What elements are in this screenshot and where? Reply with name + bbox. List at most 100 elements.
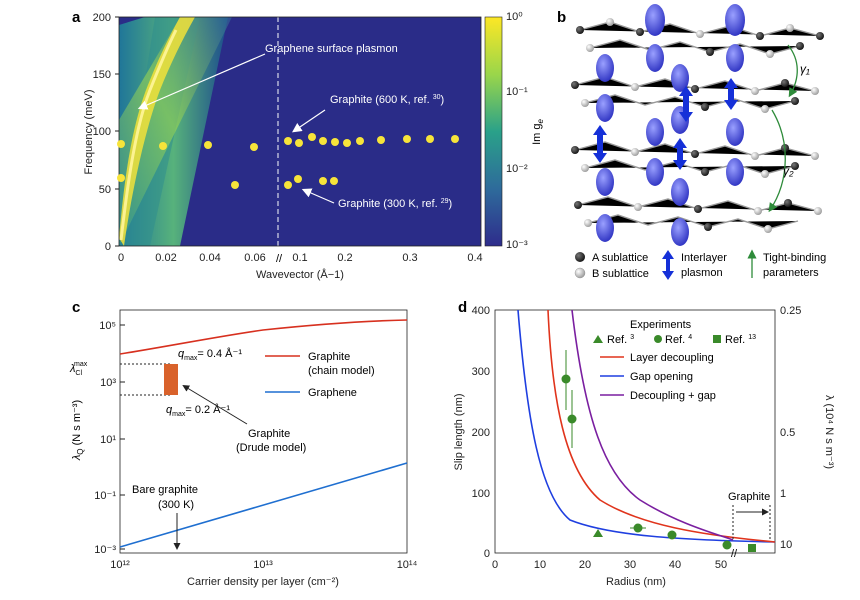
ytick: 10⁻¹	[94, 490, 116, 502]
panel-a-label: a	[72, 9, 81, 26]
arrow-graphite-300k	[301, 188, 335, 204]
panel-c-xlabel: Carrier density per layer (cm⁻²)	[187, 576, 339, 588]
axis-break-mark: //	[731, 548, 738, 560]
legend-ref13: Ref. 13	[725, 334, 756, 346]
legend-b-sublattice: B sublattice	[592, 268, 649, 280]
legend-ref4: Ref. 4	[665, 334, 692, 346]
panel-c-ylabel: λQ (N s m⁻³)	[71, 400, 85, 461]
panel-a-colorbar	[484, 16, 503, 247]
point-600k	[343, 139, 351, 147]
orbital-lobe	[645, 4, 665, 36]
orbital-lobe	[646, 158, 664, 186]
ytick: 200	[93, 12, 111, 24]
xtick: 50	[715, 559, 727, 571]
layer-decoupling-curve	[547, 309, 776, 543]
graphite-lattice-bonds	[574, 21, 821, 230]
colorbar-label: Im ge	[531, 119, 545, 145]
experiments-title: Experiments	[630, 319, 692, 331]
xtick: 0.2	[337, 252, 352, 264]
xtick: 0.02	[155, 252, 176, 264]
xtick: 40	[669, 559, 681, 571]
xtick: 0.06	[244, 252, 265, 264]
ytick: 10⁻³	[94, 544, 116, 556]
orbital-lobe	[671, 178, 689, 206]
panel-d: d 400 300 200 100 0 Slip length (nm) 0 1…	[453, 299, 835, 588]
colorbar-tick: 10⁻²	[506, 163, 528, 175]
point-600k	[284, 137, 292, 145]
bare-graphite-2: (300 K)	[158, 499, 194, 511]
graphite-chain-curve	[119, 319, 408, 355]
qmax-high-label: qmax= 0.4 Å⁻¹	[178, 347, 242, 362]
point-600k	[319, 137, 327, 145]
xtick: 0	[492, 559, 498, 571]
xtick: 10¹²	[110, 559, 130, 571]
drude-bar	[164, 364, 178, 395]
panel-a-plasmon-band	[119, 17, 195, 246]
gap-opening-curve	[517, 309, 776, 543]
pz-orbitals	[596, 4, 745, 246]
orbital-lobe	[726, 158, 744, 186]
panel-d-xlabel: Radius (nm)	[606, 576, 666, 588]
ref4-point	[561, 374, 571, 384]
xtick: 10¹⁴	[397, 559, 418, 571]
legend-layer: Layer decoupling	[630, 352, 714, 364]
orbital-lobe	[596, 54, 614, 82]
point-300k	[330, 177, 338, 185]
ytick: 10⁵	[99, 320, 116, 332]
point-600k	[159, 142, 167, 150]
ytick: 200	[472, 427, 490, 439]
legend-a-sublattice-marker	[575, 252, 585, 262]
orbital-lobe	[596, 94, 614, 122]
orbital-lobe	[726, 44, 744, 72]
point-300k	[231, 181, 239, 189]
ytick: 150	[93, 69, 111, 81]
legend-graphene: Graphene	[308, 387, 357, 399]
axis-break-mark: //	[276, 253, 283, 265]
experiment-points	[561, 350, 756, 552]
ytick: 10³	[100, 377, 116, 389]
point-600k	[356, 137, 364, 145]
colorbar-tick: 10⁻¹	[506, 86, 528, 98]
ytick: 300	[472, 366, 490, 378]
gamma1-label: γ₁	[800, 62, 810, 76]
point-600k	[403, 135, 411, 143]
gamma1-arrow	[787, 44, 798, 98]
orbital-lobe	[596, 168, 614, 196]
panel-d-right-ylabel: λ (10⁴ N s m⁻³)	[823, 395, 835, 469]
point-300k	[284, 181, 292, 189]
colorbar-tick: 10⁻³	[506, 239, 528, 251]
ref4-point	[567, 414, 577, 424]
panel-d-frame	[494, 309, 776, 554]
ref3-point	[593, 529, 603, 537]
panel-d-xticks: 0 10 20 30 40 50 //	[492, 548, 738, 571]
point-600k	[331, 138, 339, 146]
lambda-cl-label: λClmax	[69, 361, 88, 377]
ytick: 100	[93, 126, 111, 138]
point-600k	[377, 136, 385, 144]
xtick: 0.04	[199, 252, 220, 264]
orbital-lobe	[726, 118, 744, 146]
arrow-surface-plasmon	[137, 53, 266, 110]
point-600k	[308, 133, 316, 141]
legend-both: Decoupling + gap	[630, 390, 716, 402]
panel-a-yticks: 200 150 100 50 0	[93, 12, 119, 253]
right-ytick: 1	[780, 488, 786, 500]
legend-ref3: Ref. 3	[607, 334, 634, 346]
panel-a-xticks: 0 0.02 0.04 0.06 // 0.1 0.2 0.3 0.4	[118, 252, 483, 265]
graphene-curve	[119, 462, 408, 548]
arrow-graphite-600k	[292, 109, 326, 133]
ytick: 50	[99, 184, 111, 196]
ytick: 400	[472, 305, 490, 317]
orbital-lobe	[671, 218, 689, 246]
panel-b-label: b	[557, 9, 566, 26]
legend-plasmon-1: Interlayer	[681, 252, 727, 264]
orbital-lobe	[646, 118, 664, 146]
annotation-surface-plasmon: Graphene surface plasmon	[265, 43, 398, 55]
legend-ref3-marker	[593, 335, 603, 343]
annotation-graphite-600k: Graphite (600 K, ref. 30)	[330, 94, 444, 106]
point-600k	[426, 135, 434, 143]
interlayer-plasmon-arrows	[593, 78, 738, 170]
orbital-lobe	[596, 214, 614, 242]
ytick: 10¹	[100, 434, 116, 446]
legend-tb-2: parameters	[763, 267, 819, 279]
